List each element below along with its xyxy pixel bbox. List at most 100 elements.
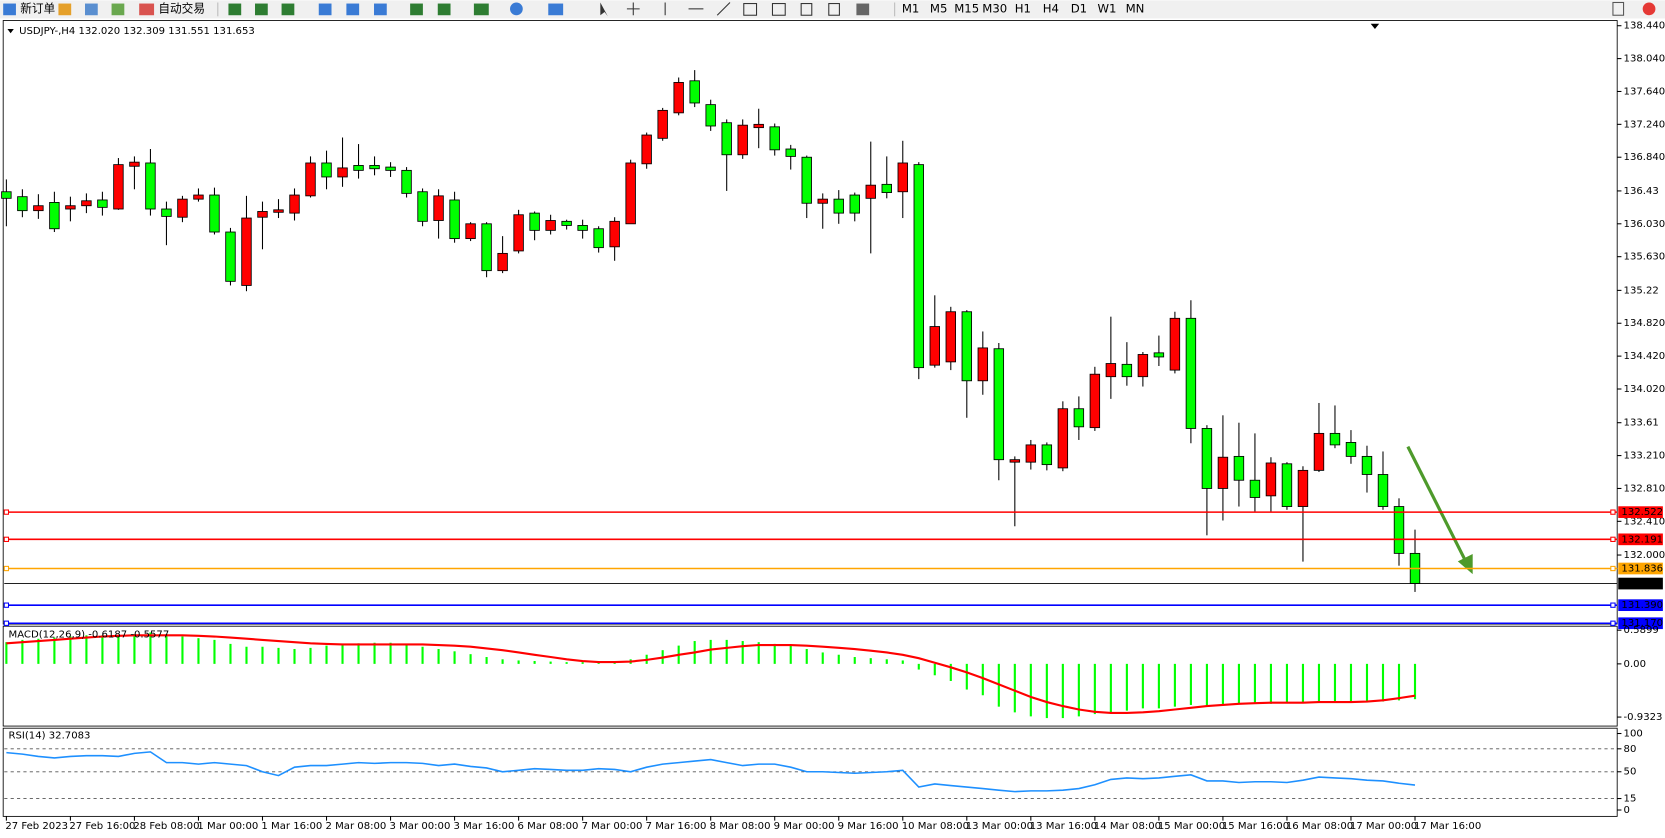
timeframe-button[interactable]: M30 xyxy=(982,1,1007,15)
y-tick-label: 0.5899 xyxy=(1624,625,1659,636)
zoom-in[interactable] xyxy=(318,3,332,16)
candle-body xyxy=(273,209,284,213)
y-tick-label: 50 xyxy=(1624,767,1637,778)
tool-icon[interactable] xyxy=(771,3,786,16)
candle-body xyxy=(1073,408,1085,428)
line-handle xyxy=(3,602,10,608)
notifications[interactable] xyxy=(1642,2,1656,16)
indicators[interactable] xyxy=(473,3,489,16)
candle-body xyxy=(801,156,812,204)
candle-body xyxy=(673,82,684,114)
candle-body xyxy=(1169,317,1181,371)
candle-body xyxy=(65,205,76,210)
candle-body xyxy=(337,167,348,178)
y-tick-label: 132.810 xyxy=(1624,483,1665,494)
templates[interactable] xyxy=(548,3,564,16)
candle-body xyxy=(593,228,604,249)
candle-body xyxy=(1153,352,1165,358)
candle-body xyxy=(369,165,380,170)
tool-icon[interactable] xyxy=(281,3,295,16)
timeframe-button[interactable]: H1 xyxy=(1015,1,1031,15)
candle-body xyxy=(17,196,28,212)
macd-title: MACD(12,26,9) -0.6187 -0.5577 xyxy=(9,630,170,641)
candle-body xyxy=(881,183,892,193)
tool-icon[interactable] xyxy=(743,3,758,16)
line-handle xyxy=(1610,565,1616,572)
x-tick-label: 10 Mar 08:00 xyxy=(902,821,969,832)
auto-trade-button[interactable]: 自动交易 xyxy=(158,1,205,15)
timeframe-button[interactable]: H4 xyxy=(1043,1,1059,15)
candle-body xyxy=(865,184,876,199)
trendline-tool[interactable] xyxy=(716,2,731,16)
cursor-tool[interactable] xyxy=(600,2,608,17)
candle-body xyxy=(641,134,652,165)
timeframe-button[interactable]: M5 xyxy=(930,1,948,15)
candle-body xyxy=(769,126,780,151)
y-tick-label: 136.030 xyxy=(1624,219,1665,230)
y-tick-label: 80 xyxy=(1624,744,1637,755)
y-tick-label: 134.420 xyxy=(1624,351,1665,362)
tool-icon[interactable] xyxy=(410,3,423,16)
line-handle xyxy=(3,509,10,515)
x-tick-label: 13 Mar 16:00 xyxy=(1030,821,1097,832)
text-tool[interactable] xyxy=(800,3,813,16)
timeframe-button[interactable]: M1 xyxy=(902,1,920,15)
timeframe-button[interactable]: M15 xyxy=(954,1,979,15)
timeframe-button[interactable]: D1 xyxy=(1071,1,1087,15)
y-tick-label: 136.840 xyxy=(1624,152,1665,163)
candle-body xyxy=(353,165,364,171)
price-label: 132.191 xyxy=(1621,534,1663,545)
crosshair-tool[interactable] xyxy=(626,2,640,16)
price-label-box xyxy=(1618,599,1663,612)
zoom-out[interactable] xyxy=(346,3,360,16)
candle-body xyxy=(945,311,957,363)
candle-body xyxy=(993,348,1005,461)
label-tool[interactable] xyxy=(828,3,840,16)
candle-body xyxy=(689,80,700,104)
search[interactable] xyxy=(1612,1,1625,16)
candle-body xyxy=(1057,408,1069,469)
tool-icon[interactable] xyxy=(255,3,268,16)
tool-icon[interactable] xyxy=(85,3,98,16)
candle-body xyxy=(561,220,572,226)
candle-body xyxy=(49,202,60,230)
x-tick-label: 7 Mar 16:00 xyxy=(646,821,707,832)
price-label-box xyxy=(1618,617,1663,630)
x-tick-label: 1 Mar 00:00 xyxy=(197,821,258,832)
price-label: 131.653 xyxy=(1621,579,1663,590)
candle-body xyxy=(145,162,156,210)
candle-body xyxy=(177,198,188,218)
new-order-button[interactable]: 新订单 xyxy=(20,1,55,15)
candle-body xyxy=(913,164,924,369)
y-tick-label: 135.630 xyxy=(1624,252,1665,263)
candle-body xyxy=(321,162,332,178)
candle-body xyxy=(1249,479,1261,498)
auto-trade-icon[interactable] xyxy=(139,3,155,16)
timeframes: M1 M5 M15 M30 H1 H4 D1 W1 MN xyxy=(902,1,1145,15)
x-tick-label: 28 Feb 08:00 xyxy=(133,821,199,832)
candle-body xyxy=(97,199,108,208)
candle-body xyxy=(1313,432,1325,471)
arrow-tool[interactable] xyxy=(856,3,870,16)
x-tick-label: 7 Mar 00:00 xyxy=(582,821,643,832)
tool-icon[interactable] xyxy=(58,3,72,16)
candle-body xyxy=(1137,354,1149,378)
candle-body xyxy=(433,195,444,221)
x-tick-label: 8 Mar 08:00 xyxy=(710,821,771,832)
x-tick-label: 15 Mar 00:00 xyxy=(1158,821,1225,832)
periods[interactable] xyxy=(510,2,523,16)
candle-body xyxy=(129,161,140,167)
y-tick-label: 132.000 xyxy=(1624,550,1665,561)
y-tick-label: 132.410 xyxy=(1624,516,1665,527)
candle-body xyxy=(705,104,716,127)
tool-icon[interactable] xyxy=(111,3,125,16)
tool-icon[interactable] xyxy=(437,3,451,16)
y-tick-label: 137.240 xyxy=(1624,119,1665,130)
x-tick-label: 27 Feb 2023 xyxy=(5,821,68,832)
new-order-icon[interactable] xyxy=(3,3,16,16)
tile[interactable] xyxy=(374,3,387,16)
timeframe-button[interactable]: MN xyxy=(1126,1,1145,15)
timeframe-button[interactable]: W1 xyxy=(1097,1,1116,15)
candle-body xyxy=(241,217,252,286)
tool-icon[interactable] xyxy=(228,3,242,16)
